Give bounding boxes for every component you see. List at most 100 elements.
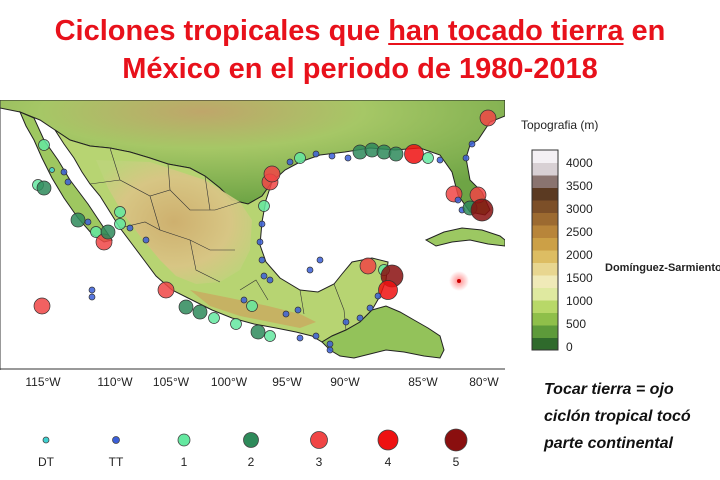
- colorbar-tick-label: 4000: [566, 156, 593, 170]
- colorbar-tick-label: 1000: [566, 294, 593, 308]
- landfall-point: [364, 142, 380, 158]
- legend-marker: [243, 432, 259, 448]
- landfall-point: [258, 220, 266, 228]
- landfall-point: [352, 144, 368, 160]
- landfall-point: [356, 314, 364, 322]
- landfall-point: [282, 310, 290, 318]
- legend-label: TT: [108, 455, 124, 469]
- legend-marker: [377, 429, 399, 451]
- landfall-point: [84, 218, 92, 226]
- landfall-point: [240, 296, 248, 304]
- legend-label: DT: [38, 455, 54, 469]
- landfall-point: [422, 152, 434, 164]
- central-plateau: [96, 160, 252, 284]
- lon-label: 80°W: [469, 375, 499, 389]
- legend-label: 1: [180, 455, 188, 469]
- colorbar-tick-label: 3500: [566, 179, 593, 193]
- landfall-point: [479, 109, 497, 127]
- frame-ticks: [0, 100, 505, 370]
- landfall-point: [470, 198, 494, 222]
- landfall-point: [260, 272, 268, 280]
- glow-center: [457, 279, 461, 283]
- colorbar-swatch: [532, 212, 558, 226]
- landfall-point: [306, 266, 314, 274]
- title-pre: Ciclones tropicales que: [54, 15, 389, 47]
- landfall-point: [256, 238, 264, 246]
- landfall-point: [88, 293, 96, 301]
- landfall-point: [366, 304, 374, 312]
- landfall-point: [100, 224, 116, 240]
- colorbar-swatch: [532, 250, 558, 263]
- lon-label: 105°W: [152, 375, 190, 389]
- landfall-point: [250, 324, 266, 340]
- landfall-point: [326, 340, 334, 348]
- colorbar-tick-label: 2000: [566, 248, 593, 262]
- landfall-point: [294, 306, 302, 314]
- landfall-point: [266, 276, 274, 284]
- topography-colorbar: [531, 149, 559, 351]
- landfall-points: [32, 109, 497, 354]
- landfall-point: [436, 156, 444, 164]
- landfall-point: [376, 144, 392, 160]
- lon-label: 110°W: [97, 375, 133, 389]
- landfall-point: [178, 299, 194, 315]
- landfall-point: [263, 165, 281, 183]
- landfall-point: [33, 297, 51, 315]
- note-line-2: ciclón tropical tocó: [544, 408, 691, 425]
- landfall-point: [157, 281, 175, 299]
- colorbar-tick-label: 0: [566, 340, 573, 354]
- legend-marker: [177, 433, 191, 447]
- landfall-point: [36, 180, 52, 196]
- landfall-point: [114, 206, 126, 218]
- colorbar-swatch: [532, 200, 558, 213]
- legend-label: 2: [247, 455, 255, 469]
- colorbar-swatch: [532, 175, 558, 188]
- legend-marker: [444, 428, 468, 452]
- colorbar-swatch: [532, 150, 558, 163]
- landfall-point: [38, 139, 50, 151]
- colorbar-tick-label: 500: [566, 317, 587, 331]
- lon-label: 95°W: [272, 375, 302, 389]
- legend-label: 4: [384, 455, 392, 469]
- landfall-point: [60, 168, 68, 176]
- colorbar-swatch: [532, 325, 558, 338]
- colorbar-frame: [531, 149, 559, 351]
- landfall-point: [326, 346, 334, 354]
- cuba: [424, 227, 505, 247]
- landfall-point: [264, 330, 276, 342]
- legend-marker: [310, 431, 328, 449]
- landfall-point: [342, 318, 350, 326]
- note-line-3: parte continental: [544, 435, 673, 452]
- colorbar-swatch: [532, 187, 558, 201]
- legend-marker: [112, 436, 120, 444]
- landfall-point: [258, 256, 266, 264]
- landfall-map: [0, 100, 505, 370]
- lon-label: 100°W: [210, 375, 248, 389]
- landfall-point: [142, 236, 150, 244]
- colorbar-swatch: [532, 287, 558, 301]
- author-credit: Domínguez-Sarmiento: [605, 262, 720, 274]
- colorbar-swatch: [532, 225, 558, 238]
- landfall-point: [88, 286, 96, 294]
- page-title-line-1: Ciclones tropicales que han tocado tierr…: [0, 14, 720, 48]
- legend-label: 3: [315, 455, 323, 469]
- landfall-point: [454, 196, 462, 204]
- landfall-point: [258, 200, 270, 212]
- colorbar-tick-label: 1500: [566, 271, 593, 285]
- landfall-point: [294, 152, 306, 164]
- colorbar-swatch: [532, 312, 558, 326]
- landfall-point: [378, 280, 398, 300]
- colorbar-tick-label: 3000: [566, 202, 593, 216]
- landfall-point: [114, 218, 126, 230]
- landfall-point: [312, 332, 320, 340]
- title-underlined: han tocado tierra: [388, 15, 624, 47]
- colorbar-tick-label: 2500: [566, 225, 593, 239]
- lon-label: 115°W: [25, 375, 61, 389]
- colorbar-swatch: [532, 337, 558, 351]
- page-title-line-2: México en el periodo de 1980-2018: [122, 53, 598, 85]
- lon-label: 85°W: [408, 375, 438, 389]
- landfall-point: [359, 257, 377, 275]
- landfall-point: [208, 312, 220, 324]
- legend-marker: [42, 436, 50, 444]
- landfall-point: [296, 334, 304, 342]
